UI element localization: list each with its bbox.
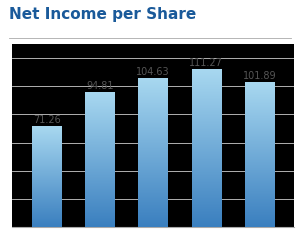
Text: 94.81: 94.81 <box>86 81 113 91</box>
Text: 101.89: 101.89 <box>243 71 276 81</box>
Text: Net Income per Share: Net Income per Share <box>9 7 196 22</box>
Text: 111.27: 111.27 <box>189 58 223 68</box>
Text: 71.26: 71.26 <box>33 114 61 125</box>
Text: 104.63: 104.63 <box>136 67 170 77</box>
